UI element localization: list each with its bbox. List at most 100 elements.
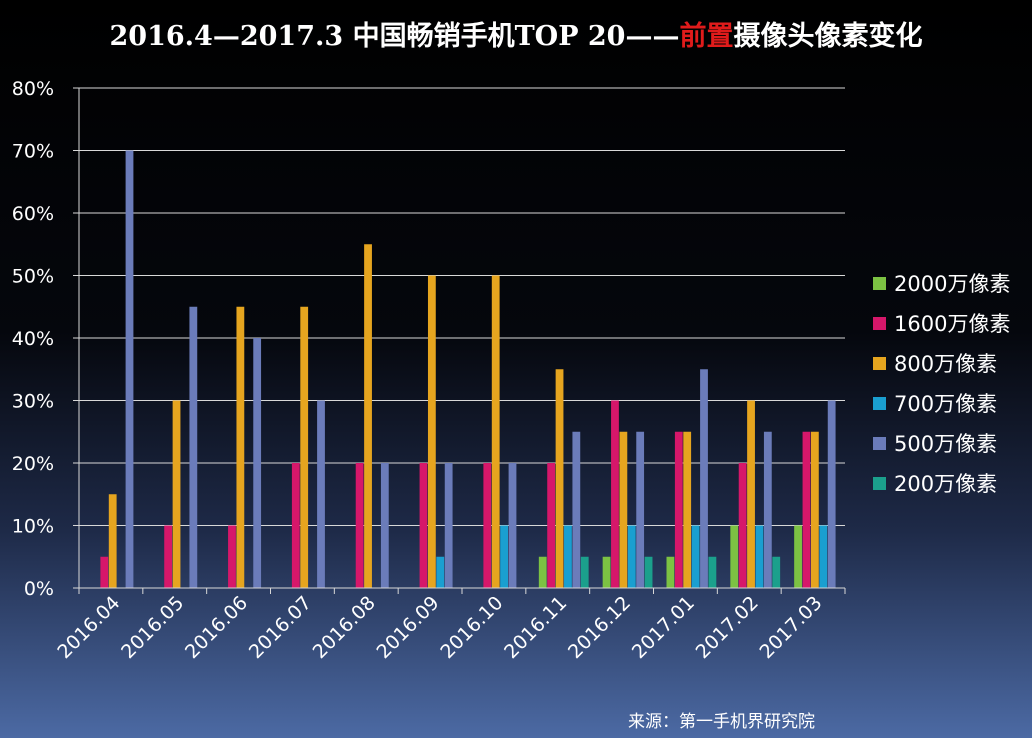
legend-swatch (873, 276, 886, 290)
bar (772, 556, 781, 588)
y-tick-labels: 0% 10% 20% 30% 40% 50% 60% 70% 80% (12, 78, 54, 600)
bar (691, 525, 700, 588)
bar (189, 306, 198, 588)
x-tick-label: 2016.10 (436, 592, 507, 663)
bar (819, 525, 828, 588)
x-tick-label: 2016.06 (181, 592, 252, 663)
legend-swatch (873, 316, 886, 330)
bar (500, 525, 508, 588)
y-tick-label: 40% (12, 328, 54, 350)
x-tick-label: 2016.08 (309, 592, 380, 663)
bar (738, 463, 747, 588)
legend-label: 500万像素 (894, 432, 998, 456)
bar (730, 525, 739, 588)
x-tick-label: 2017.01 (628, 592, 699, 663)
bar (763, 431, 772, 588)
bar (619, 431, 628, 588)
legend-item: 1600万像素 (873, 303, 1010, 343)
bar (483, 463, 492, 588)
x-tick-label: 2016.12 (564, 592, 635, 663)
bar (572, 431, 581, 588)
legend-item: 700万像素 (873, 383, 1010, 423)
bar (436, 556, 445, 588)
bar (794, 525, 802, 588)
bar (125, 150, 134, 588)
bar (802, 431, 811, 588)
legend-swatch (873, 396, 886, 410)
bar (100, 556, 109, 588)
y-tick-label: 20% (12, 453, 54, 475)
bar (108, 494, 117, 588)
bar (364, 244, 372, 588)
y-tick-label: 70% (12, 141, 54, 163)
legend-label: 200万像素 (894, 472, 998, 496)
chart-title: 2016.4—2017.3 中国畅销手机TOP 20——前置摄像头像素变化 (0, 14, 1032, 53)
y-tick-label: 60% (12, 203, 54, 225)
x-tick-label: 2016.04 (53, 592, 124, 663)
x-tick-label: 2017.02 (692, 592, 763, 663)
gridlines (73, 87, 845, 589)
bars (100, 150, 836, 588)
legend-item: 500万像素 (873, 423, 1010, 463)
bar (172, 400, 181, 588)
x-tick-label: 2016.07 (245, 592, 316, 663)
bar (291, 463, 300, 588)
bar (538, 556, 547, 588)
bar (508, 463, 517, 588)
bar (666, 556, 675, 588)
bar (708, 556, 717, 588)
axes (78, 88, 846, 594)
y-tick-label: 50% (12, 266, 54, 288)
bar (611, 400, 619, 588)
bar (755, 525, 764, 588)
bar (810, 431, 819, 588)
bar (683, 431, 692, 588)
bar (317, 400, 325, 588)
legend-label: 1600万像素 (894, 312, 1011, 336)
legend-label: 700万像素 (894, 392, 998, 416)
bar (355, 463, 364, 588)
legend: 2000万像素 1600万像素 800万像素 700万像素 500万像素 200万像素 (873, 263, 1010, 503)
y-tick-label: 80% (12, 78, 54, 100)
bar (380, 463, 389, 588)
title-suffix: 摄像头像素变化 (733, 21, 923, 52)
bar (747, 400, 755, 588)
legend-item: 200万像素 (873, 463, 1010, 503)
bar (228, 525, 236, 588)
bar (444, 463, 453, 588)
bar (427, 275, 436, 588)
y-tick-label: 10% (12, 516, 54, 538)
bar (627, 525, 636, 588)
bar (602, 556, 611, 588)
bar (164, 525, 173, 588)
y-tick-label: 0% (24, 578, 54, 600)
x-tick-label: 2016.11 (500, 592, 571, 663)
legend-swatch (873, 476, 886, 490)
bar (827, 400, 836, 588)
legend-swatch (873, 436, 886, 450)
y-tick-label: 30% (12, 391, 54, 413)
bar (419, 463, 428, 588)
legend-label: 800万像素 (894, 352, 998, 376)
bar (555, 369, 564, 588)
legend-item: 800万像素 (873, 343, 1010, 383)
bar (580, 556, 589, 588)
bar (491, 275, 500, 588)
title-prefix: 2016.4—2017.3 中国畅销手机TOP 20—— (109, 21, 680, 52)
x-tick-label: 2016.05 (117, 592, 188, 663)
bar (547, 463, 556, 588)
bar (300, 306, 309, 588)
title-highlight: 前置 (679, 21, 734, 52)
bar (636, 431, 645, 588)
source-note: 来源：第一手机界研究院 (628, 712, 815, 732)
bar (236, 306, 245, 588)
x-tick-label: 2017.03 (755, 592, 826, 663)
bar (700, 369, 708, 588)
bar (564, 525, 572, 588)
bar (644, 556, 653, 588)
bar (674, 431, 683, 588)
legend-swatch (873, 356, 886, 370)
